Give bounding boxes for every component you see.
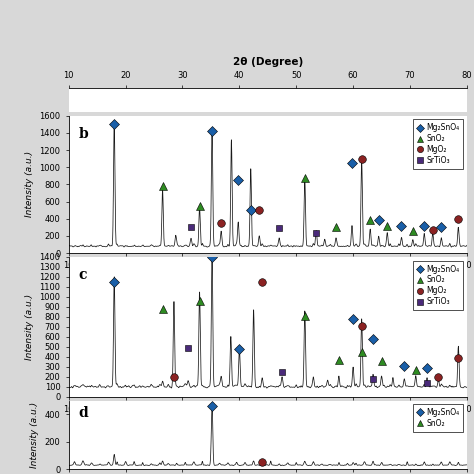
Text: b: b	[79, 127, 89, 141]
X-axis label: 2θ (Degree): 2θ (Degree)	[233, 276, 303, 286]
Legend: Mg₂SnO₄, SnO₂: Mg₂SnO₄, SnO₂	[413, 404, 463, 432]
Y-axis label: Intensity (a.u.): Intensity (a.u.)	[25, 294, 34, 360]
X-axis label: 2θ (Degree): 2θ (Degree)	[233, 419, 303, 429]
Y-axis label: Intensity (a.u.): Intensity (a.u.)	[25, 151, 34, 218]
Text: c: c	[79, 268, 87, 282]
Legend: Mg₂SnO₄, SnO₂, MgO₂, SrTiO₃: Mg₂SnO₄, SnO₂, MgO₂, SrTiO₃	[413, 119, 463, 169]
Y-axis label: Intensity (a.u.): Intensity (a.u.)	[30, 402, 39, 468]
Legend: Mg₂SnO₄, SnO₂, MgO₂, SrTiO₃: Mg₂SnO₄, SnO₂, MgO₂, SrTiO₃	[413, 261, 463, 310]
X-axis label: 2θ (Degree): 2θ (Degree)	[233, 57, 303, 67]
Text: d: d	[79, 406, 89, 420]
